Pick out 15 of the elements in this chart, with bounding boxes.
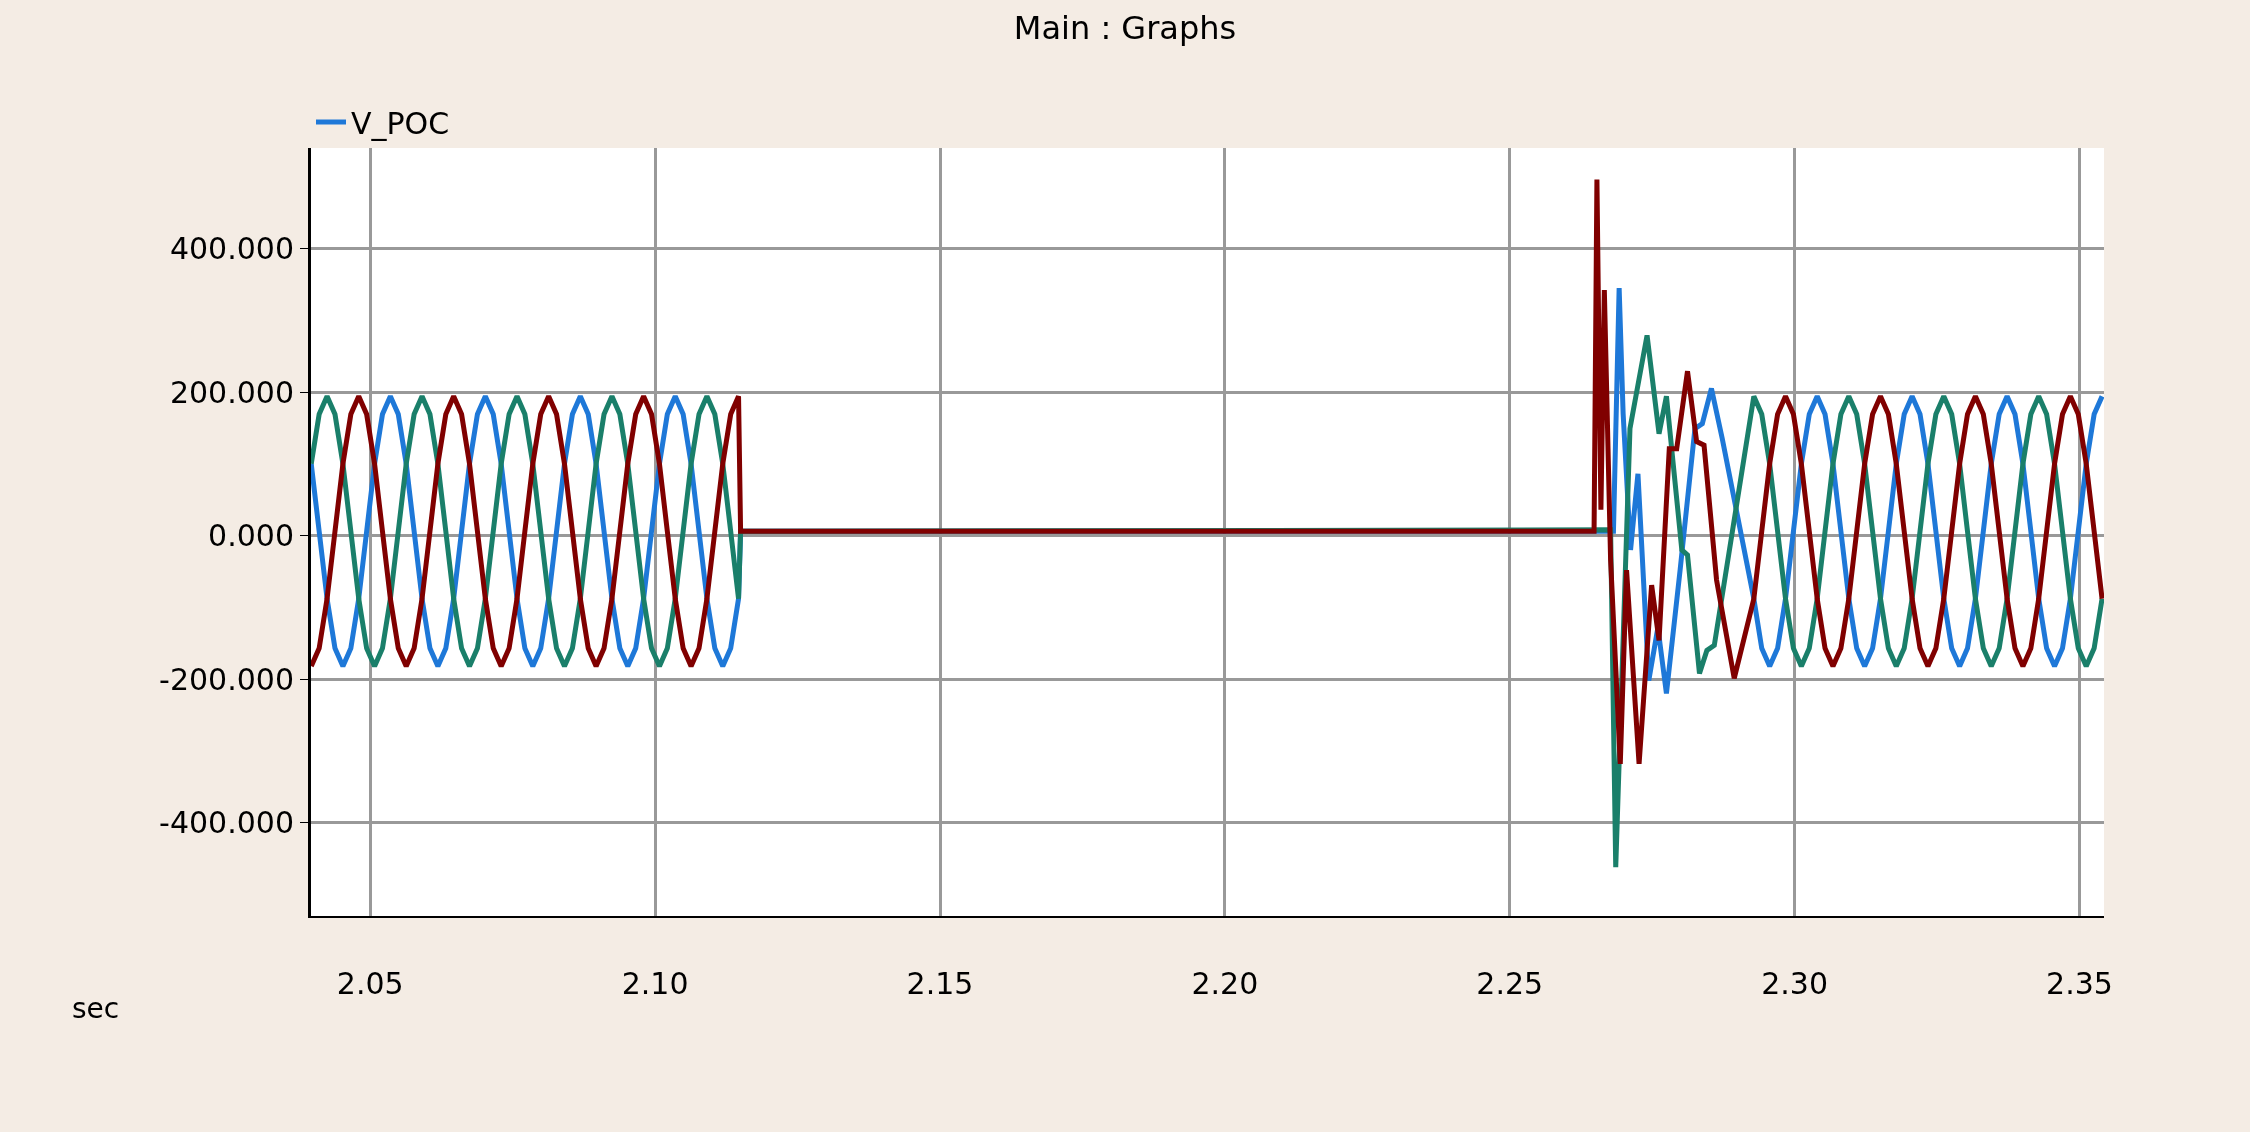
- x-tick-label: 2.20: [1191, 966, 1259, 1001]
- y-tick-label: -400.000: [159, 805, 294, 841]
- chart-title: Main : Graphs: [1013, 9, 1237, 48]
- x-axis-title: sec: [72, 992, 120, 1025]
- x-tick-label: 2.25: [1476, 966, 1544, 1001]
- x-tick-label: 2.30: [1761, 966, 1829, 1001]
- x-tick-label: 2.10: [621, 966, 689, 1001]
- y-tick-label: 400.000: [169, 230, 294, 266]
- y-tick-label: 0.000: [208, 518, 294, 554]
- y-tick-label: -200.000: [159, 661, 294, 697]
- x-tick-label: 2.05: [336, 966, 404, 1001]
- x-tick-label: 2.35: [2046, 966, 2113, 1001]
- x-tick-label: 2.15: [906, 966, 974, 1001]
- legend-label: V_POC: [351, 105, 450, 141]
- y-tick-label: 200.000: [169, 374, 294, 410]
